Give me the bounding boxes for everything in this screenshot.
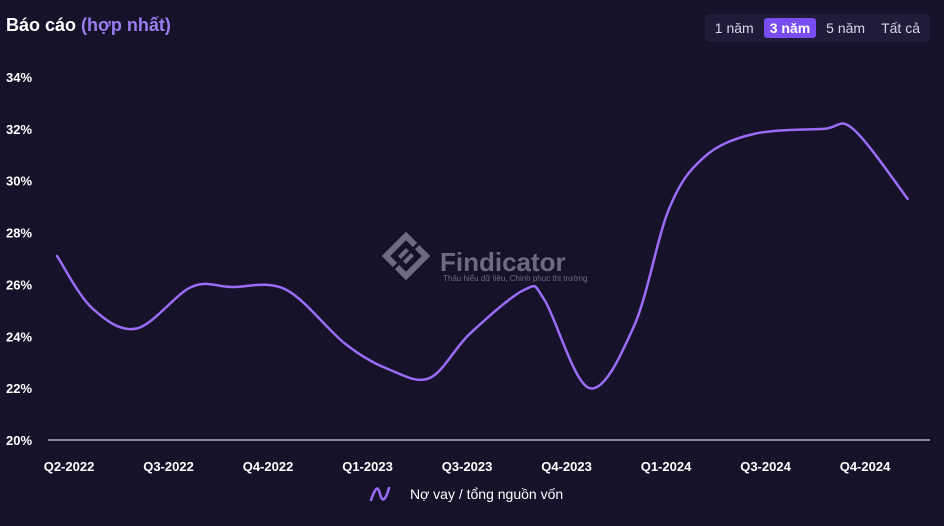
data-point[interactable]: [542, 297, 548, 303]
data-point[interactable]: [850, 126, 856, 132]
y-tick-label: 20%: [6, 433, 32, 448]
findicator-logo-icon: [381, 231, 431, 281]
page-title: Báo cáo (hợp nhất): [6, 15, 171, 36]
data-point[interactable]: [751, 131, 757, 137]
data-point[interactable]: [188, 284, 194, 290]
data-point[interactable]: [134, 326, 140, 332]
x-tick-label: Q3-2024: [740, 459, 791, 474]
y-tick-label: 24%: [6, 329, 32, 344]
y-tick-label: 34%: [6, 70, 32, 85]
title-main: Báo cáo: [6, 15, 77, 35]
x-tick-label: Q3-2023: [442, 459, 493, 474]
legend[interactable]: Nợ vay / tổng nguồn vốn: [368, 484, 563, 504]
data-point[interactable]: [89, 305, 95, 311]
y-tick-label: 26%: [6, 277, 32, 292]
data-point[interactable]: [522, 287, 528, 293]
data-point[interactable]: [54, 253, 60, 259]
watermark-name: Findicator: [440, 247, 566, 277]
data-point[interactable]: [467, 331, 473, 337]
data-point[interactable]: [387, 367, 393, 373]
data-point[interactable]: [820, 126, 826, 132]
title-accent: (hợp nhất): [81, 15, 171, 35]
x-tick-label: Q4-2024: [840, 459, 891, 474]
x-tick-label: Q1-2023: [342, 459, 393, 474]
data-point[interactable]: [343, 341, 349, 347]
watermark-tagline: Thấu hiểu dữ liệu, Chinh phục thị trường: [443, 274, 587, 283]
data-point[interactable]: [666, 206, 672, 212]
series-line: [55, 122, 909, 390]
x-tick-label: Q3-2022: [143, 459, 194, 474]
legend-label: Nợ vay / tổng nguồn vốn: [410, 486, 564, 502]
x-tick-label: Q1-2024: [641, 459, 692, 474]
data-point[interactable]: [631, 323, 637, 329]
y-tick-label: 22%: [6, 381, 32, 396]
data-point[interactable]: [701, 154, 707, 160]
data-point[interactable]: [283, 287, 289, 293]
range-1y-button[interactable]: 1 năm: [714, 20, 754, 36]
data-point[interactable]: [905, 196, 911, 202]
x-tick-label: Q2-2022: [44, 459, 95, 474]
x-tick-label: Q4-2022: [243, 459, 294, 474]
legend-line-icon: [369, 486, 391, 502]
data-point[interactable]: [586, 385, 592, 391]
y-tick-label: 30%: [6, 174, 32, 189]
data-point[interactable]: [228, 284, 234, 290]
range-selector: 1 năm 3 năm 5 năm Tất cả: [704, 14, 930, 42]
range-all-button[interactable]: Tất cả: [881, 20, 920, 36]
y-tick-label: 32%: [6, 122, 32, 137]
range-3y-button[interactable]: 3 năm: [763, 18, 817, 38]
x-tick-label: Q4-2023: [541, 459, 592, 474]
range-5y-button[interactable]: 5 năm: [826, 20, 866, 36]
watermark: Findicator Thấu hiểu dữ liệu, Chinh phục…: [381, 231, 587, 283]
y-tick-label: 28%: [6, 226, 32, 241]
data-point[interactable]: [427, 375, 433, 381]
